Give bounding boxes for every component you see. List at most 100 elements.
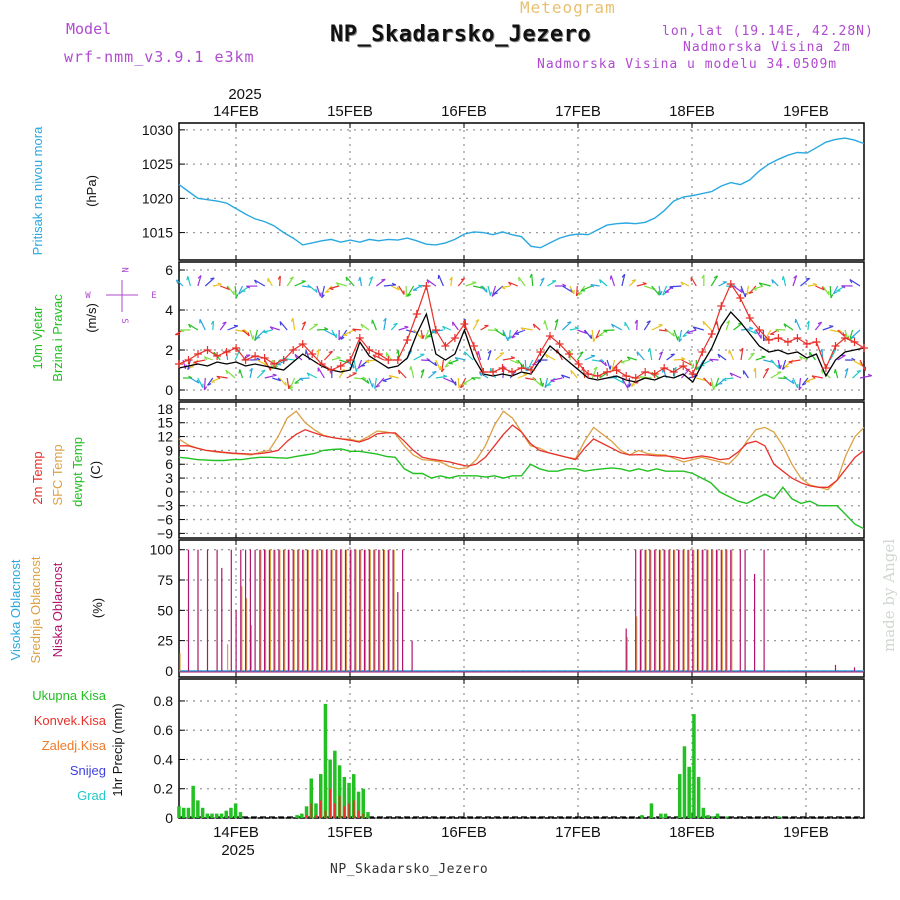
wind-arrow xyxy=(614,377,625,384)
wind-arrow xyxy=(673,358,686,361)
total-precip-bar xyxy=(692,714,696,818)
wind-arrow-head xyxy=(203,386,208,391)
wind-arrow xyxy=(777,359,781,369)
wind-arrow-head xyxy=(508,281,512,286)
wind-arrow-head xyxy=(269,326,274,331)
wind-arrow-head xyxy=(489,291,492,296)
gust-marker xyxy=(641,368,650,376)
wind-arrow xyxy=(591,366,598,379)
wind-arrow-head xyxy=(338,336,342,341)
total-precip-bar xyxy=(295,815,299,818)
wind-arrow xyxy=(249,329,254,340)
wind-arrow-head xyxy=(256,336,261,339)
gust-marker xyxy=(374,350,383,358)
gust-marker xyxy=(736,294,745,302)
wind-arrow xyxy=(502,357,515,361)
wind-arrow-head xyxy=(510,356,515,359)
wind-arrow xyxy=(264,374,277,379)
wind-arrow-head xyxy=(543,320,546,325)
wind-arrow xyxy=(199,319,206,331)
y-tick-label: 0 xyxy=(165,484,173,500)
total-precip-bar xyxy=(711,816,715,818)
wind-arrow xyxy=(710,377,715,390)
convective-precip-bar xyxy=(362,813,365,818)
gust-marker xyxy=(403,336,412,344)
wind-arrow xyxy=(443,377,455,384)
panel-frame-2 xyxy=(178,261,865,401)
total-precip-bar xyxy=(238,812,243,818)
sfctemp-ylabel: SFC Temp xyxy=(50,444,65,505)
wind-arrow xyxy=(448,359,459,364)
wind-arrow xyxy=(649,348,653,361)
wind-arrow-head xyxy=(851,357,856,361)
elevation-label: Nadmorska Visina 2m xyxy=(683,40,851,55)
wind-arrow xyxy=(561,374,571,379)
wind-arrow xyxy=(569,327,579,331)
wind-arrow-head xyxy=(207,383,212,386)
bottom-day-label: 18FEB xyxy=(669,824,715,841)
wind-arrow xyxy=(599,359,607,367)
wind-arrow-head xyxy=(777,364,780,369)
wind-arrow xyxy=(544,377,549,388)
wind-arrow xyxy=(621,274,626,287)
gust-marker xyxy=(745,314,754,322)
wind-arrow-head xyxy=(256,357,261,361)
total-precip-bar xyxy=(314,803,318,818)
wind-arrow xyxy=(666,353,675,361)
top-day-label: 17FEB xyxy=(555,103,601,120)
panel-frame-3 xyxy=(178,401,865,539)
wind-arrow-head xyxy=(325,290,330,294)
wind-arrow-head xyxy=(434,361,438,366)
wind-arrow-head xyxy=(485,288,488,293)
wind-arrow xyxy=(426,279,437,287)
wind-arrow xyxy=(636,283,647,287)
wind-arrow-head xyxy=(511,335,516,339)
wind-arrow xyxy=(748,329,757,335)
wind-arrow xyxy=(495,329,506,337)
wind-arrow-head xyxy=(508,335,513,340)
wind-arrow xyxy=(639,376,652,379)
wind-arrow xyxy=(331,357,341,361)
wind-arrow xyxy=(722,377,734,380)
wind-arrow-head xyxy=(372,354,376,359)
wind-arrow-head xyxy=(829,325,834,327)
convective-precip-bar xyxy=(334,803,336,818)
total-precip-bar xyxy=(659,813,663,818)
wind-arrow xyxy=(365,359,377,362)
wind-arrow-head xyxy=(746,291,750,296)
wind-arrow xyxy=(850,329,861,339)
wind-arrow-head xyxy=(396,349,400,354)
wind-arrow-head xyxy=(454,381,457,386)
wind-arrow-head xyxy=(763,337,766,342)
total-precip-bar xyxy=(215,813,219,818)
wind-arrow xyxy=(728,349,735,361)
gust-marker xyxy=(260,354,269,362)
wind-arrow xyxy=(517,359,525,369)
wind-arrow xyxy=(462,377,474,385)
wind-arrow xyxy=(309,285,318,293)
wind-arrow xyxy=(531,273,534,287)
gust-marker xyxy=(336,362,345,370)
gust-marker xyxy=(631,374,640,382)
gust-marker xyxy=(841,334,849,342)
wind-arrow xyxy=(480,324,489,331)
wind-arrow xyxy=(811,375,823,379)
wind-unit: (m/s) xyxy=(84,303,99,333)
wind-arrow-head xyxy=(520,327,525,331)
wind-arrow xyxy=(376,278,386,287)
wind-arrow xyxy=(758,282,771,287)
wind-arrow-head xyxy=(539,382,543,387)
total-precip-bar xyxy=(706,815,710,818)
wind-arrow xyxy=(544,320,549,331)
wind-arrow xyxy=(239,369,244,379)
wind-arrow-head xyxy=(748,326,754,330)
total-precip-bar xyxy=(210,813,214,818)
gust-marker xyxy=(498,364,507,372)
wind-arrow xyxy=(204,277,215,287)
wind-arrow xyxy=(254,279,266,287)
wind-arrow-head xyxy=(188,375,193,379)
wind-arrow xyxy=(301,285,311,288)
wind-arrow-head xyxy=(226,286,230,290)
gust-marker xyxy=(393,356,402,364)
